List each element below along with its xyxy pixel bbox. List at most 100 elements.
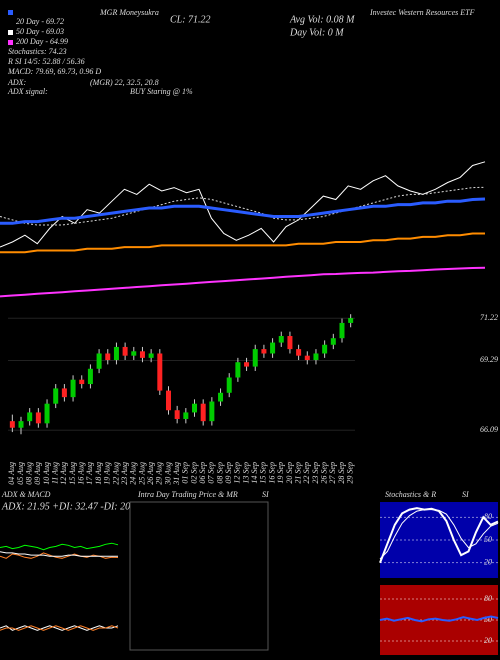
x-tick-label: 23 Sep [311, 462, 320, 484]
candle-body [165, 390, 171, 411]
x-tick-label: 22 Aug [111, 462, 120, 485]
candle-body [79, 379, 85, 385]
candle-body [322, 344, 328, 354]
x-tick-label: 07 Sep [207, 462, 216, 484]
x-tick-label: 02 Sep [189, 462, 198, 484]
candle-body [53, 388, 59, 404]
x-tick-label: 21 Sep [293, 462, 302, 484]
x-tick-label: 10 Aug [42, 462, 51, 485]
x-tick-label: 26 Sep [319, 462, 328, 484]
candle-body [44, 403, 50, 424]
panel-title: Stochastics & R [385, 490, 436, 499]
candle-body [330, 338, 336, 345]
panel-title: SI [262, 490, 269, 499]
intraday-panel [129, 501, 269, 651]
x-tick-label: 08 Sep [215, 462, 224, 484]
x-tick-label: 05 Aug [16, 462, 25, 485]
stoch-text: Stochastics: 74.23 [8, 47, 67, 56]
candle-body [148, 353, 154, 358]
legend-entry: 20 Day - 69.72 [16, 17, 64, 26]
y-tick-label: 69.29 [480, 355, 498, 364]
candle-body [131, 351, 137, 356]
candle-body [270, 342, 276, 354]
x-tick-label: 18 Aug [94, 462, 103, 485]
series-line [0, 625, 119, 631]
panel-title: ADX & MACD [1, 490, 51, 499]
x-tick-label: 12 Sep [233, 462, 242, 484]
series-line [379, 615, 499, 623]
candle-body [174, 410, 180, 419]
candle-body [70, 379, 76, 398]
signal: BUY Staring @ 1% [130, 87, 193, 96]
candle-body [122, 346, 128, 356]
candle-body [218, 392, 224, 402]
candle-body [235, 362, 241, 378]
x-tick-label: 22 Sep [302, 462, 311, 484]
candle-body [348, 318, 354, 323]
series-line [0, 197, 486, 225]
x-tick-label: 29 Aug [155, 462, 164, 485]
day-vol: Day Vol: 0 M [289, 27, 344, 38]
series-line [0, 232, 485, 254]
panel-title: Intra Day Trading Price & MR [137, 490, 238, 499]
candle-body [9, 421, 15, 428]
candle-body [35, 412, 41, 424]
candle-body [139, 351, 145, 358]
adx-text: ADX: [7, 78, 27, 87]
x-tick-label: 28 Sep [337, 462, 346, 484]
x-tick-label: 29 Sep [345, 462, 354, 484]
x-tick-label: 01 Sep [181, 462, 190, 484]
x-tick-label: 19 Aug [103, 462, 112, 485]
x-tick-label: 08 Aug [25, 462, 34, 485]
candle-body [278, 336, 284, 343]
candle-body [226, 377, 232, 393]
x-tick-label: 16 Aug [77, 462, 86, 485]
x-tick-label: 12 Aug [59, 462, 68, 485]
candle-body [209, 401, 215, 422]
x-tick-label: 11 Aug [51, 462, 60, 484]
x-tick-label: 15 Sep [259, 462, 268, 484]
y-tick-label: 71.22 [480, 313, 498, 322]
candle-body [304, 355, 310, 361]
candle-body [105, 353, 111, 361]
x-tick-label: 20 Sep [285, 462, 294, 484]
candle-body [313, 353, 319, 361]
candle-body [183, 412, 189, 419]
candle-body [27, 412, 33, 422]
legend-swatch [8, 40, 13, 45]
macd-text: MACD: 79.69, 69.73, 0.96 D [7, 67, 101, 76]
adx-mgr: (MGR) 22, 32.5, 20.8 [90, 78, 159, 87]
x-tick-label: 17 Aug [85, 462, 94, 485]
candle-body [261, 349, 267, 354]
x-tick-label: 09 Aug [33, 462, 42, 485]
candle-body [157, 353, 163, 391]
series-line [0, 551, 118, 557]
y-tick-label: 80 [484, 594, 492, 603]
panel-values: ADX: 21.95 +DI: 32.47 -DI: 20.78 [1, 501, 143, 512]
series-line [0, 266, 486, 298]
y-tick-label: 20 [484, 636, 492, 645]
legend-swatch [8, 10, 13, 15]
legend-swatch [8, 30, 13, 35]
x-tick-label: 25 Aug [137, 462, 146, 485]
panel-title: SI [462, 490, 469, 499]
candle-body [96, 353, 102, 369]
series-line [379, 509, 499, 560]
x-tick-label: 19 Sep [276, 462, 285, 484]
y-tick-label: 50 [484, 535, 492, 544]
x-tick-label: 31 Aug [172, 462, 181, 486]
avg-vol: Avg Vol: 0.08 M [289, 14, 355, 25]
x-tick-label: 14 Sep [250, 462, 259, 484]
x-tick-label: 13 Sep [241, 462, 250, 484]
x-tick-label: 23 Aug [120, 462, 129, 485]
x-tick-label: 30 Aug [163, 462, 172, 486]
candle-body [339, 322, 345, 339]
rsi-text: R SI 14/5: 52.88 / 56.36 [7, 57, 85, 66]
candle-body [252, 349, 258, 367]
legend-entry: 200 Day - 64.99 [16, 37, 68, 46]
x-tick-label: 15 Aug [68, 462, 77, 485]
close: CL: 71.22 [170, 14, 211, 25]
candle-body [287, 336, 293, 350]
